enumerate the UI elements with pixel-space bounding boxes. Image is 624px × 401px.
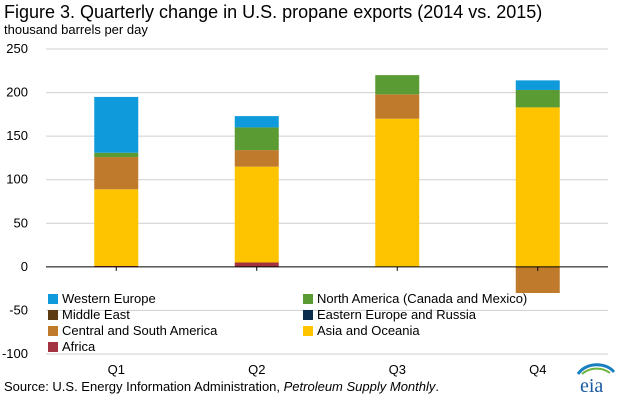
eia-logo: eia	[572, 360, 618, 397]
legend-label: Middle East	[62, 307, 130, 322]
bar-segment	[234, 262, 279, 267]
legend-item: Eastern Europe and Russia	[303, 307, 477, 322]
bar-segment	[234, 166, 279, 263]
y-tick-label: 50	[14, 215, 28, 230]
legend-swatch	[48, 294, 58, 304]
legend-swatch	[48, 326, 58, 336]
bar-segment	[94, 96, 139, 153]
legend-item: Africa	[48, 339, 96, 354]
legend-label: North America (Canada and Mexico)	[317, 291, 527, 306]
legend-item: North America (Canada and Mexico)	[303, 291, 527, 306]
x-tick-label: Q3	[389, 362, 406, 377]
legend-item: Western Europe	[48, 291, 156, 306]
bar-segment	[94, 152, 139, 158]
chart-title: Figure 3. Quarterly change in U.S. propa…	[4, 2, 543, 22]
x-tick-label: Q2	[248, 362, 265, 377]
y-tick-label: 0	[21, 259, 28, 274]
legend-swatch	[48, 342, 58, 352]
bar-segment	[515, 266, 560, 293]
bar-segment	[375, 75, 420, 95]
legend-label: Africa	[62, 339, 96, 354]
y-tick-label: 100	[6, 172, 28, 187]
source-note: Source: U.S. Energy Information Administ…	[4, 379, 439, 394]
bar-segment	[94, 157, 139, 190]
y-tick-label: 150	[6, 128, 28, 143]
bar-segment	[234, 116, 279, 128]
legend: Western Europe North America (Canada and …	[48, 291, 527, 354]
legend-item: Asia and Oceania	[303, 323, 420, 338]
bar-segment	[234, 127, 279, 151]
gridlines	[46, 48, 608, 355]
x-tick-label: Q4	[529, 362, 546, 377]
bar-segment	[375, 118, 420, 267]
y-tick-label: 200	[6, 85, 28, 100]
chart-subtitle: thousand barrels per day	[4, 22, 148, 37]
bar-segment	[234, 150, 279, 167]
legend-label: Eastern Europe and Russia	[317, 307, 477, 322]
logo-text: eia	[580, 375, 603, 396]
legend-swatch	[303, 294, 313, 304]
legend-swatch	[48, 310, 58, 320]
bar-segment	[515, 107, 560, 267]
y-tick-labels: -100 -50 0 50 100 150 200 250	[2, 41, 28, 361]
source-suffix: .	[435, 379, 440, 394]
legend-label: Asia and Oceania	[317, 323, 420, 338]
bar-segment	[515, 89, 560, 108]
eia-logo-mark: eia	[576, 363, 616, 397]
legend-swatch	[303, 310, 313, 320]
bars	[94, 75, 560, 293]
source-publication: Petroleum Supply Monthly	[283, 379, 436, 394]
bar-segment	[94, 189, 139, 266]
bar-segment	[515, 80, 560, 90]
source-prefix: Source: U.S. Energy Information Administ…	[4, 379, 284, 394]
y-tick-label: 250	[6, 41, 28, 56]
legend-label: Central and South America	[62, 323, 218, 338]
legend-swatch	[303, 326, 313, 336]
legend-item: Central and South America	[48, 323, 218, 338]
y-tick-label: -50	[9, 302, 28, 317]
y-tick-label: -100	[2, 346, 28, 361]
legend-item: Middle East	[48, 307, 130, 322]
x-tick-label: Q1	[108, 362, 125, 377]
legend-label: Western Europe	[62, 291, 156, 306]
bar-segment	[375, 94, 420, 119]
x-tick-labels: Q1 Q2 Q3 Q4	[108, 266, 546, 377]
